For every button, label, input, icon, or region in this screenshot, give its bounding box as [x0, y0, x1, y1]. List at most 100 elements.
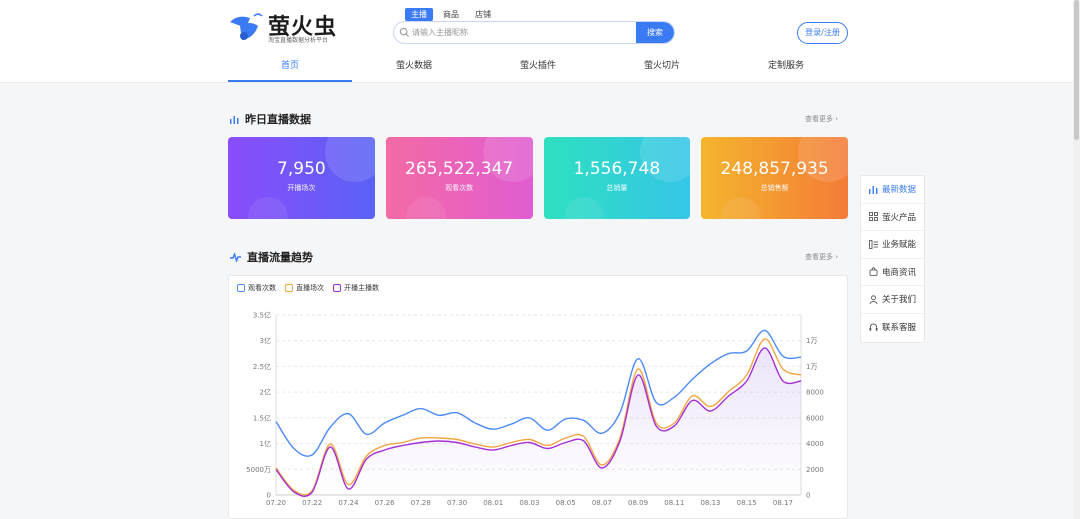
legend-label: 观看次数 — [248, 284, 276, 292]
side-item-business[interactable]: 业务赋能 — [861, 231, 924, 259]
x-tick-label: 07.28 — [411, 499, 431, 507]
x-tick-label: 08.05 — [556, 499, 576, 507]
list-icon — [869, 239, 878, 249]
y-tick-label-left: 1亿 — [260, 439, 271, 448]
series-line-anchors — [275, 347, 802, 497]
side-item-support[interactable]: 联系客服 — [861, 314, 924, 342]
x-tick-label: 07.26 — [375, 499, 396, 507]
search-tab-shop[interactable]: 店铺 — [475, 10, 491, 19]
stat-value: 248,857,935 — [720, 159, 829, 179]
checkbox-icon — [333, 284, 341, 292]
x-tick-label: 08.17 — [773, 499, 793, 507]
y-tick-label-right: 2000 — [806, 466, 824, 474]
headset-icon — [869, 323, 878, 331]
y-tick-label-right: 6000 — [806, 414, 824, 422]
main-nav: 首页 萤火数据 萤火插件 萤火切片 定制服务 — [228, 52, 848, 82]
card-decor — [563, 197, 604, 219]
x-tick-label: 08.13 — [700, 499, 720, 507]
nav-item-clips[interactable]: 萤火切片 — [643, 61, 680, 71]
side-menu: 最新数据 萤火产品 业务赋能 电商资讯 关于我们 联系客服 — [860, 175, 925, 343]
login-register-button[interactable]: 登录/注册 — [797, 22, 848, 44]
stat-value: 7,950 — [277, 159, 326, 179]
nav-item-home[interactable]: 首页 — [228, 52, 352, 82]
page-scrollbar[interactable] — [1073, 0, 1080, 519]
legend-item-anchors[interactable]: 开播主播数 — [333, 283, 379, 293]
x-tick-label: 07.22 — [302, 499, 322, 507]
checkbox-icon — [285, 284, 293, 292]
series-area-anchors — [276, 348, 801, 497]
brand-tagline: 淘宝直播数据分析平台 — [268, 37, 329, 44]
side-item-label: 联系客服 — [882, 323, 917, 334]
brand-name[interactable]: 萤火虫 — [268, 15, 338, 40]
search-button[interactable]: 搜索 — [636, 22, 674, 43]
side-item-label: 最新数据 — [882, 185, 917, 196]
y-tick-label-right: 4000 — [806, 440, 824, 448]
traffic-trend-chart: 观看次数 直播场次 开播主播数 0 5000万 1亿 1.5亿 2亿 2.5亿 3亿 3.5亿… — [228, 275, 848, 519]
y-tick-label-left: 5000万 — [246, 466, 271, 474]
y-tick-label-right: 1万 — [806, 337, 817, 345]
card-decor — [405, 197, 446, 219]
checkbox-icon — [237, 284, 245, 292]
yesterday-more-link[interactable]: 查看更多 › — [805, 114, 838, 124]
stat-card-views[interactable]: 265,522,347 观看次数 — [385, 137, 533, 219]
side-item-news[interactable]: 电商资讯 — [861, 259, 924, 286]
search-tab-product[interactable]: 商品 — [443, 10, 459, 19]
stat-value: 1,556,748 — [573, 159, 661, 179]
x-tick-label: 07.30 — [447, 499, 467, 507]
stat-label: 总销量 — [606, 184, 628, 192]
side-item-products[interactable]: 萤火产品 — [861, 204, 924, 231]
firefly-logo-icon[interactable] — [228, 12, 264, 44]
card-decor — [248, 197, 288, 219]
series-line-live-sessions — [275, 338, 802, 496]
more-link-text: 查看更多 — [805, 253, 833, 261]
side-item-latest-data[interactable]: 最新数据 — [861, 176, 924, 204]
chevron-right-icon: › — [835, 115, 839, 123]
legend-label: 直播场次 — [296, 284, 324, 292]
search-box: 搜索 — [393, 21, 675, 44]
stat-card-sales-volume[interactable]: 1,556,748 总销量 — [543, 137, 691, 219]
user-icon — [869, 295, 878, 304]
top-bar: 萤火虫 淘宝直播数据分析平台 主播 商品 店铺 搜索 登录/注册 首页 萤火数据… — [0, 0, 1080, 83]
x-tick-label: 07.24 — [338, 499, 359, 507]
chevron-right-icon: › — [835, 253, 839, 261]
side-item-label: 业务赋能 — [882, 240, 917, 251]
search-tab-anchor[interactable]: 主播 — [405, 8, 433, 21]
scrollbar-thumb[interactable] — [1074, 0, 1079, 140]
x-tick-label: 08.07 — [592, 499, 612, 507]
y-tick-label-left: 2.5亿 — [253, 362, 271, 371]
chart-legend: 观看次数 直播场次 开播主播数 — [237, 283, 379, 293]
bar-chart-icon — [230, 115, 239, 124]
side-item-about[interactable]: 关于我们 — [861, 286, 924, 314]
side-item-label: 电商资讯 — [882, 267, 917, 278]
y-tick-label-right: 8000 — [806, 389, 824, 397]
stat-label: 观看次数 — [445, 184, 474, 192]
y-tick-label-left: 2亿 — [260, 388, 271, 397]
card-decor — [721, 197, 762, 219]
bar-chart-icon — [869, 185, 878, 194]
more-link-text: 查看更多 — [805, 115, 833, 123]
y-tick-label-left: 1.5亿 — [253, 413, 271, 422]
nav-item-plugin[interactable]: 萤火插件 — [519, 61, 556, 71]
x-tick-label: 08.03 — [519, 499, 539, 507]
trend-section-title: 直播流量趋势 — [230, 249, 313, 265]
legend-label: 开播主播数 — [344, 284, 379, 292]
y-tick-label-right: 1万 — [806, 363, 817, 371]
trend-more-link[interactable]: 查看更多 › — [805, 252, 838, 262]
grid-icon — [869, 212, 878, 222]
legend-item-views[interactable]: 观看次数 — [237, 283, 276, 293]
nav-item-custom-service[interactable]: 定制服务 — [767, 61, 804, 71]
search-type-tabs: 主播 商品 店铺 — [405, 8, 497, 21]
nav-item-data[interactable]: 萤火数据 — [395, 61, 432, 71]
legend-item-live-sessions[interactable]: 直播场次 — [285, 283, 324, 293]
pulse-icon — [230, 252, 241, 262]
x-tick-label: 08.01 — [483, 499, 503, 507]
bag-icon — [869, 267, 878, 277]
stat-cards: 7,950 开播场次 265,522,347 观看次数 1,556,748 总销量 2… — [228, 137, 848, 219]
search-input[interactable] — [412, 25, 632, 40]
y-tick-label-left: 0 — [267, 492, 271, 500]
stat-card-sessions[interactable]: 7,950 开播场次 — [228, 137, 375, 219]
x-tick-label: 08.09 — [628, 499, 648, 507]
stat-card-sales-amount[interactable]: 248,857,935 总销售额 — [701, 137, 848, 219]
search-icon — [399, 27, 410, 38]
y-tick-label-left: 3亿 — [260, 336, 271, 345]
